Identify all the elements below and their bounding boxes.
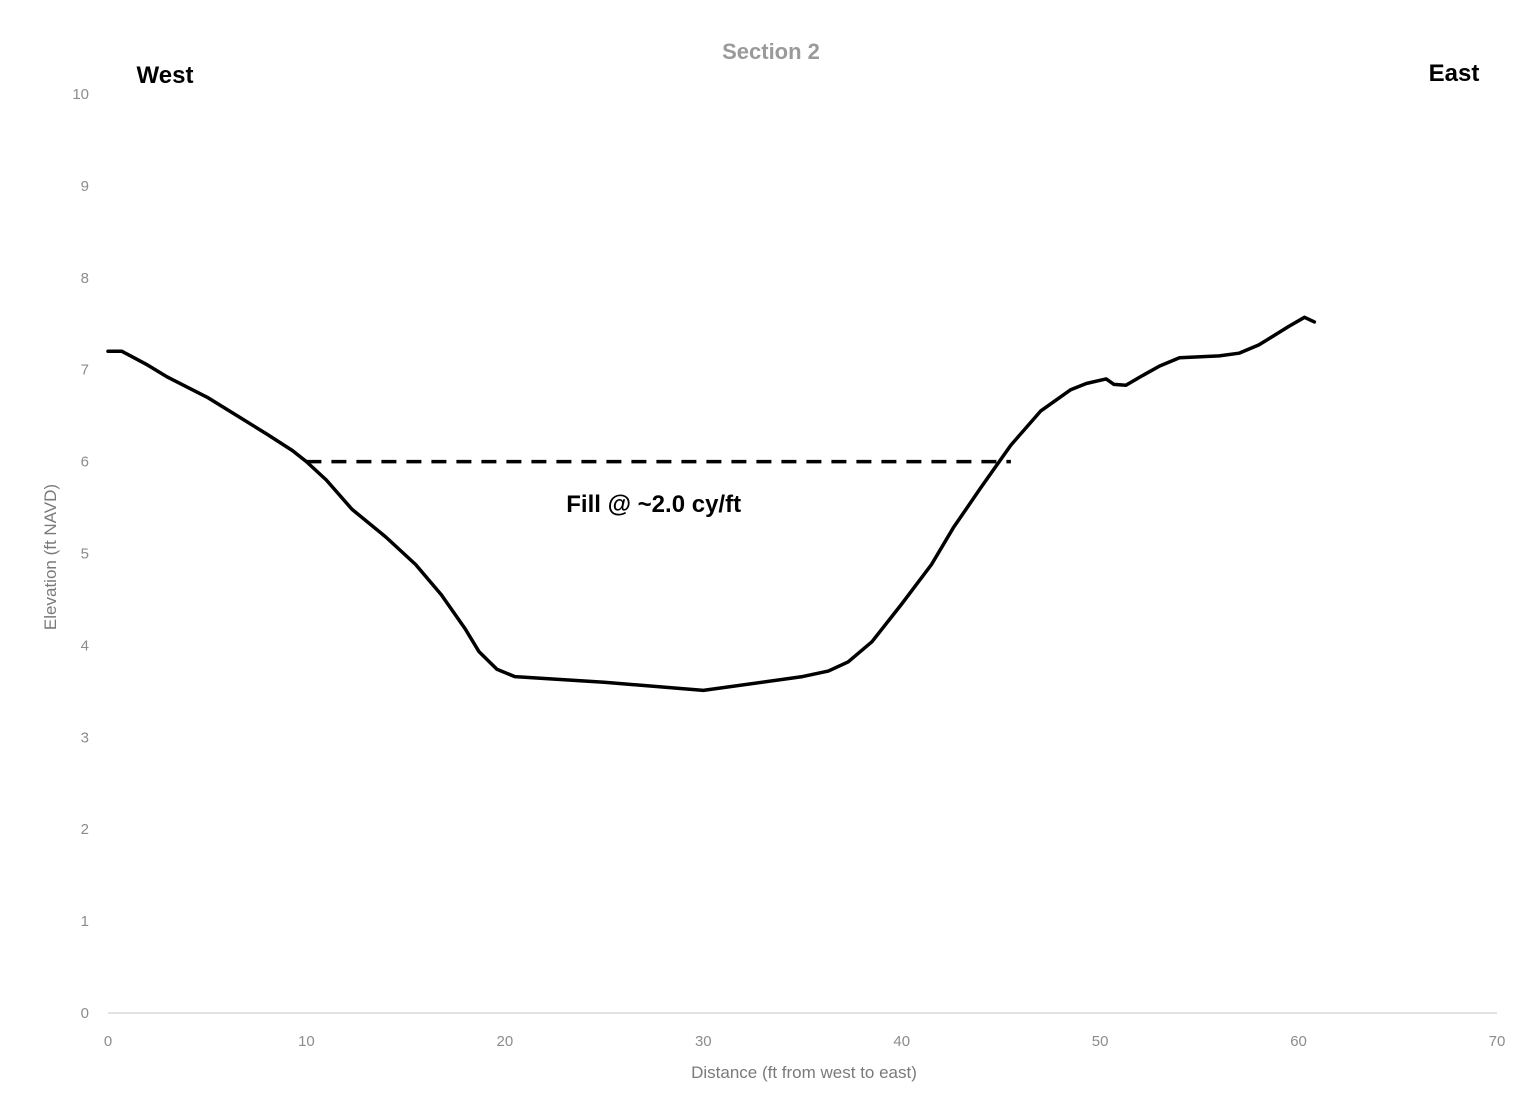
- y-tick-label: 4: [81, 637, 89, 654]
- y-tick-label: 7: [81, 362, 89, 379]
- y-tick-label: 8: [81, 270, 89, 287]
- x-tick-label: 70: [1489, 1033, 1506, 1050]
- x-tick-labels: 0 10 20 30 40 50 60 70: [104, 1033, 1506, 1050]
- x-tick-label: 60: [1290, 1033, 1307, 1050]
- y-axis-title: Elevation (ft NAVD): [41, 484, 60, 630]
- y-tick-label: 1: [81, 913, 89, 930]
- series-group: [106, 315, 1317, 693]
- fill-annotation: Fill @ ~2.0 cy/ft: [566, 491, 741, 518]
- chart-title: Section 2: [722, 39, 820, 64]
- y-tick-label: 9: [81, 178, 89, 195]
- y-tick-label: 10: [72, 86, 89, 103]
- x-tick-label: 30: [695, 1033, 712, 1050]
- y-tick-labels: 0 1 2 3 4 5 6 7 8 9 10: [72, 86, 89, 1022]
- x-tick-label: 10: [298, 1033, 315, 1050]
- y-tick-label: 5: [81, 546, 89, 563]
- y-tick-label: 3: [81, 729, 89, 746]
- y-tick-label: 6: [81, 454, 89, 471]
- x-axis-title: Distance (ft from west to east): [691, 1063, 917, 1082]
- x-tick-label: 50: [1092, 1033, 1109, 1050]
- east-label: East: [1429, 60, 1480, 87]
- ground-profile-line: [106, 315, 1317, 693]
- west-label: West: [137, 62, 194, 89]
- x-tick-label: 40: [893, 1033, 910, 1050]
- y-tick-label: 2: [81, 821, 89, 838]
- x-tick-label: 20: [497, 1033, 514, 1050]
- x-tick-label: 0: [104, 1033, 112, 1050]
- y-tick-label: 0: [81, 1005, 89, 1022]
